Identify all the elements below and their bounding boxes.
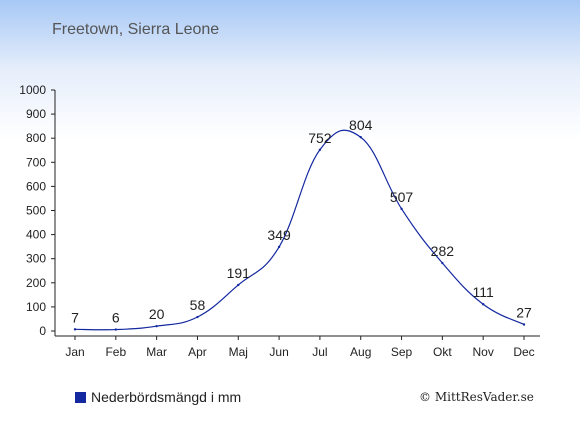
x-tick-label: Sep [391, 345, 413, 359]
precipitation-line [74, 129, 525, 331]
x-tick-label: Feb [105, 345, 126, 359]
legend: Nederbördsmängd i mm [75, 389, 241, 405]
data-label: 752 [308, 130, 332, 146]
legend-swatch-icon [75, 391, 86, 403]
y-tick-label: 1000 [19, 83, 46, 97]
x-tick-label: Maj [229, 345, 248, 359]
data-label: 282 [431, 243, 455, 259]
data-point [441, 261, 444, 265]
data-point [481, 303, 485, 306]
y-tick-label: 100 [26, 300, 46, 314]
data-label: 7 [71, 309, 79, 325]
data-label: 111 [473, 284, 494, 300]
data-point [277, 245, 281, 249]
chart-title: Freetown, Sierra Leone [52, 21, 220, 38]
legend-label: Nederbördsmängd i mm [91, 389, 242, 405]
y-tick-label: 600 [26, 179, 46, 193]
copyright-text: © MittResVader.se [419, 390, 534, 404]
data-label: 20 [149, 306, 165, 322]
data-label: 349 [267, 227, 291, 243]
data-label: 6 [112, 310, 120, 326]
data-point [114, 328, 118, 331]
y-tick-label: 0 [39, 324, 46, 338]
axes: 0 100 200 300 400 500 600 700 800 900 1000 Jan Feb Ma… [19, 83, 540, 359]
data-labels: 7 6 20 58 191 349 752 804 507 282 111 27 [71, 117, 532, 325]
x-tick-label: Aug [350, 345, 371, 359]
x-tick-label: Nov [473, 345, 494, 359]
x-tick-label: Okt [433, 345, 452, 359]
data-label: 58 [190, 297, 206, 313]
data-point [237, 283, 240, 287]
data-label: 804 [349, 117, 373, 133]
data-point [196, 315, 199, 319]
data-point [73, 328, 77, 331]
x-tick-label: Jul [312, 345, 327, 359]
x-tick-label: Jun [269, 345, 288, 359]
x-tick-label: Apr [188, 345, 207, 359]
data-point [318, 148, 322, 151]
x-tick-label: Dec [513, 345, 534, 359]
y-tick-label: 400 [26, 228, 46, 242]
y-tick-label: 200 [26, 276, 46, 290]
data-point [400, 207, 403, 211]
data-point [359, 136, 362, 139]
data-label: 27 [516, 304, 532, 320]
x-tick-label: Jan [65, 345, 84, 359]
series-layer [73, 129, 526, 331]
y-tick-label: 300 [26, 252, 46, 266]
data-label: 507 [390, 189, 414, 205]
x-tick-label: Mar [146, 345, 167, 359]
y-tick-label: 700 [26, 155, 46, 169]
data-point [155, 324, 158, 328]
y-tick-label: 900 [26, 107, 46, 121]
y-tick-label: 800 [26, 131, 46, 145]
data-point [522, 323, 526, 326]
data-label: 191 [227, 265, 251, 281]
y-tick-label: 500 [26, 204, 46, 218]
